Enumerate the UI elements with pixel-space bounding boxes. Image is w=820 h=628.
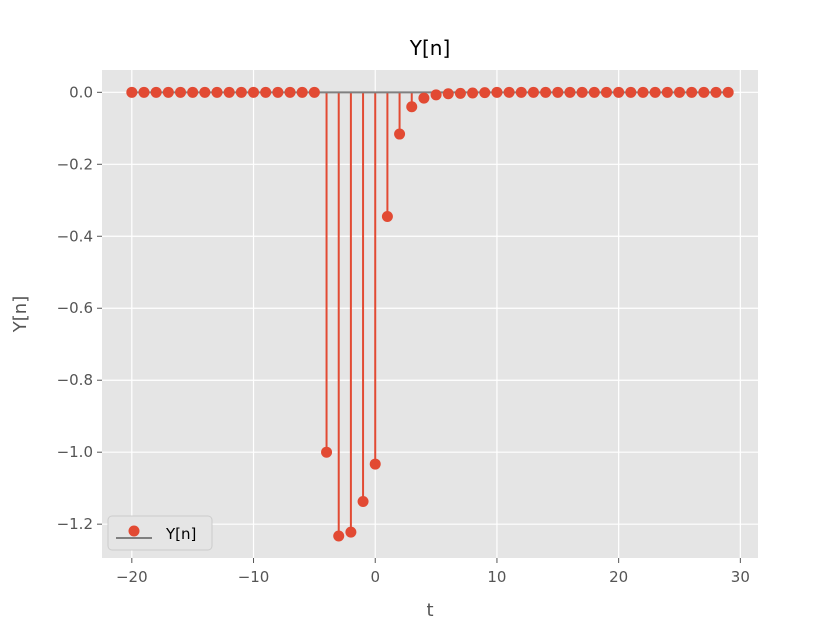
x-tick-label-4: 20	[609, 568, 628, 586]
stem-marker-17	[333, 530, 345, 542]
stem-marker-40	[613, 86, 625, 98]
x-tick-label-1: −10	[238, 568, 270, 586]
x-tick-label-3: 10	[487, 568, 506, 586]
stem-markers	[126, 86, 734, 542]
stem-marker-5	[187, 86, 199, 98]
stem-marker-38	[588, 86, 600, 98]
stem-marker-7	[211, 86, 223, 98]
chart-title: Y[n]	[409, 36, 451, 60]
stem-marker-24	[418, 92, 430, 104]
stem-marker-48	[710, 86, 722, 98]
stem-marker-16	[321, 446, 333, 458]
stem-marker-2	[150, 86, 162, 98]
legend-box	[107, 515, 213, 551]
stem-marker-34	[540, 86, 552, 98]
stem-marker-10	[248, 86, 260, 98]
x-axis-label: t	[426, 600, 433, 621]
x-tick-label-0: −20	[116, 568, 148, 586]
x-tick-labels: −20 −10 0 10 20 30	[116, 558, 750, 586]
stem-marker-32	[515, 86, 527, 98]
stem-marker-33	[527, 86, 539, 98]
stem-marker-31	[503, 86, 515, 98]
stem-marker-27	[454, 87, 466, 99]
stem-marker-8	[223, 86, 235, 98]
y-tick-label-6: −1.2	[57, 515, 93, 533]
stem-marker-30	[491, 86, 503, 98]
y-tick-label-3: −0.6	[57, 299, 93, 317]
stem-marker-47	[698, 86, 710, 98]
stem-marker-1	[138, 86, 150, 98]
x-tick-label-2: 0	[370, 568, 380, 586]
legend-label: Y[n]	[165, 525, 196, 543]
stem-marker-14	[296, 86, 308, 98]
stem-marker-39	[600, 86, 612, 98]
stem-marker-12	[272, 86, 284, 98]
stem-marker-44	[661, 86, 673, 98]
legend: Y[n]	[107, 515, 213, 551]
stem-marker-19	[357, 495, 369, 507]
stem-marker-21	[381, 210, 393, 222]
stem-marker-4	[175, 86, 187, 98]
stem-marker-22	[394, 128, 406, 140]
stem-marker-43	[649, 86, 661, 98]
y-tick-label-1: −0.2	[57, 155, 93, 173]
legend-marker	[128, 525, 140, 537]
y-tick-label-5: −1.0	[57, 443, 93, 461]
x-tick-label-5: 30	[731, 568, 750, 586]
y-tick-labels: 0.0 −0.2 −0.4 −0.6 −0.8 −1.0 −1.2	[57, 83, 102, 533]
y-axis-label: Y[n]	[10, 296, 31, 333]
stem-marker-26	[442, 88, 454, 100]
stem-marker-25	[430, 89, 442, 101]
stem-marker-46	[686, 86, 698, 98]
stem-marker-0	[126, 86, 138, 98]
stem-marker-36	[564, 86, 576, 98]
stem-marker-15	[308, 86, 320, 98]
stem-marker-29	[479, 87, 491, 99]
y-tick-label-2: −0.4	[57, 227, 93, 245]
stem-marker-20	[369, 458, 381, 470]
stem-marker-9	[235, 86, 247, 98]
plot-background	[102, 70, 758, 558]
stem-marker-37	[576, 86, 588, 98]
stem-marker-49	[722, 86, 734, 98]
stem-marker-45	[673, 86, 685, 98]
stem-marker-35	[552, 86, 564, 98]
stem-marker-42	[637, 86, 649, 98]
stem-marker-28	[467, 87, 479, 99]
stem-marker-18	[345, 526, 357, 538]
stem-marker-13	[284, 86, 296, 98]
y-tick-label-4: −0.8	[57, 371, 93, 389]
stem-marker-23	[406, 101, 418, 113]
y-tick-label-0: 0.0	[69, 83, 93, 101]
stem-marker-6	[199, 86, 211, 98]
stem-marker-11	[260, 86, 272, 98]
stem-marker-3	[162, 86, 174, 98]
stem-marker-41	[625, 86, 637, 98]
